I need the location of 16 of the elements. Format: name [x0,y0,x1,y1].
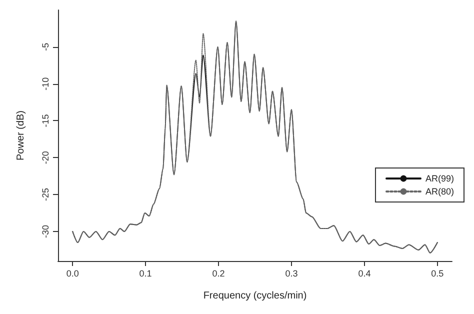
y-tick-label: -10 [40,77,50,90]
x-axis-title: Frequency (cycles/min) [203,290,307,302]
y-axis-title: Power (dB) [16,110,26,161]
x-tick-label: 0.0 [66,268,79,278]
x-tick-label: 0.5 [431,268,444,278]
x-tick-label: 0.3 [285,268,298,278]
y-tick-label: -30 [40,224,50,238]
y-tick-label: -25 [40,188,50,202]
x-tick-label: 0.2 [212,268,225,278]
legend-label: AR(99) [425,174,454,184]
y-tick-label: -5 [40,42,50,51]
legend-label: AR(80) [425,186,454,196]
y-tick-label: -20 [40,151,50,164]
y-tick-label: -15 [40,114,50,128]
x-tick-label: 0.4 [358,268,371,278]
x-tick-label: 0.1 [139,268,152,278]
